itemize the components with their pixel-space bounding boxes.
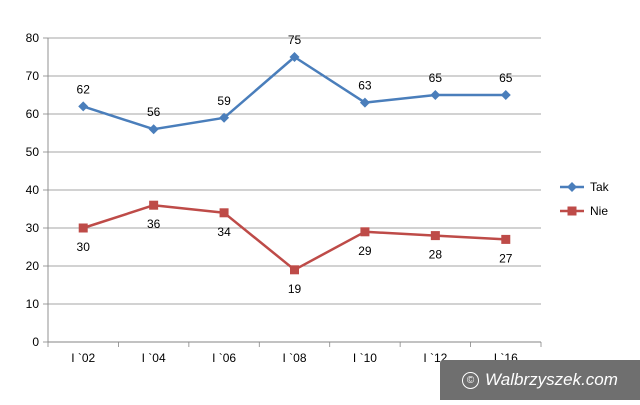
x-tick-label: I `06 <box>212 351 236 365</box>
y-tick-label: 10 <box>26 297 40 311</box>
data-point <box>360 227 370 237</box>
legend: Tak Nie <box>560 180 610 218</box>
watermark-text: Walbrzyszek.com <box>485 370 618 389</box>
data-point <box>430 90 441 100</box>
series-layer <box>78 52 511 275</box>
x-tick-label: I `02 <box>71 351 95 365</box>
data-point <box>78 223 88 233</box>
data-label: 19 <box>288 282 302 296</box>
legend-item-tak: Tak <box>560 180 610 194</box>
x-tick-label: I `08 <box>282 351 306 365</box>
y-tick-label: 50 <box>26 145 40 159</box>
data-labels: 62 56 59 75 63 65 65 30 36 34 19 29 28 27 <box>77 33 513 296</box>
legend-marker <box>567 182 577 192</box>
data-label: 62 <box>77 82 91 96</box>
series-line <box>82 203 506 272</box>
watermark: © Walbrzyszek.com <box>440 360 640 400</box>
data-point <box>289 52 300 62</box>
legend-marker <box>567 206 577 216</box>
data-point <box>359 97 370 108</box>
data-label: 27 <box>499 251 513 265</box>
y-tick-label: 30 <box>26 221 40 235</box>
data-point <box>149 200 159 210</box>
data-point <box>430 231 440 241</box>
data-label: 30 <box>77 240 91 254</box>
series-tak <box>78 52 511 135</box>
legend-label: Tak <box>590 180 610 194</box>
data-label: 34 <box>217 225 231 239</box>
data-label: 63 <box>358 79 372 93</box>
data-point <box>290 265 299 275</box>
series-nie <box>78 200 511 275</box>
y-tick-label: 40 <box>26 183 40 197</box>
data-point <box>78 101 89 112</box>
data-label: 29 <box>358 244 372 258</box>
y-tick-label: 60 <box>26 107 40 121</box>
data-label: 65 <box>499 71 513 85</box>
y-tick-label: 70 <box>26 69 40 83</box>
y-tick-label: 0 <box>32 335 39 349</box>
y-tick-label: 20 <box>26 259 40 273</box>
data-point <box>501 234 511 244</box>
data-label: 28 <box>429 248 443 262</box>
x-tick-label: I `04 <box>142 351 166 365</box>
x-tick-label: I `10 <box>353 351 377 365</box>
data-point <box>500 90 511 100</box>
data-label: 36 <box>147 217 161 231</box>
copyright-icon: © <box>462 371 480 389</box>
data-point <box>219 112 230 123</box>
grid-lines <box>48 37 541 305</box>
data-label: 56 <box>147 105 161 119</box>
data-point <box>219 208 229 218</box>
axes: 0 10 20 30 40 50 60 70 80 I `02 I `04 I `06 I `08 I `… <box>26 31 542 365</box>
data-label: 75 <box>288 33 302 47</box>
data-label: 65 <box>429 71 443 85</box>
data-point <box>148 124 159 135</box>
data-label: 59 <box>217 94 231 108</box>
legend-item-nie: Nie <box>560 204 608 218</box>
y-tick-label: 80 <box>26 31 40 45</box>
legend-label: Nie <box>590 204 608 218</box>
